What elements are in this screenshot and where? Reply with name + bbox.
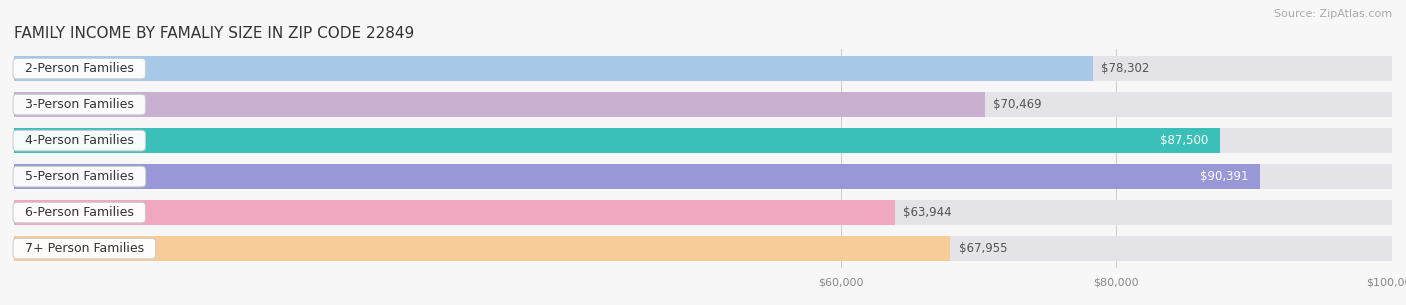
Text: 5-Person Families: 5-Person Families bbox=[17, 170, 142, 183]
Bar bbox=[14, 92, 986, 117]
Bar bbox=[14, 236, 950, 261]
Bar bbox=[14, 56, 1392, 81]
Bar bbox=[14, 200, 896, 225]
Bar bbox=[14, 128, 1392, 153]
Bar bbox=[14, 128, 1220, 153]
Bar bbox=[14, 164, 1260, 189]
Bar bbox=[14, 200, 1392, 225]
Text: 2-Person Families: 2-Person Families bbox=[17, 62, 142, 75]
Text: 3-Person Families: 3-Person Families bbox=[17, 98, 142, 111]
Text: $90,391: $90,391 bbox=[1199, 170, 1249, 183]
Bar bbox=[14, 56, 1092, 81]
Bar bbox=[14, 92, 1392, 117]
Text: 4-Person Families: 4-Person Families bbox=[17, 134, 142, 147]
Text: $87,500: $87,500 bbox=[1160, 134, 1209, 147]
Text: 6-Person Families: 6-Person Families bbox=[17, 206, 142, 219]
Text: 7+ Person Families: 7+ Person Families bbox=[17, 242, 152, 255]
Bar bbox=[14, 164, 1392, 189]
Text: $63,944: $63,944 bbox=[904, 206, 952, 219]
Text: $70,469: $70,469 bbox=[993, 98, 1042, 111]
Text: $67,955: $67,955 bbox=[959, 242, 1007, 255]
Text: $78,302: $78,302 bbox=[1101, 62, 1150, 75]
Text: Source: ZipAtlas.com: Source: ZipAtlas.com bbox=[1274, 9, 1392, 19]
Text: FAMILY INCOME BY FAMALIY SIZE IN ZIP CODE 22849: FAMILY INCOME BY FAMALIY SIZE IN ZIP COD… bbox=[14, 26, 415, 41]
Bar bbox=[14, 236, 1392, 261]
